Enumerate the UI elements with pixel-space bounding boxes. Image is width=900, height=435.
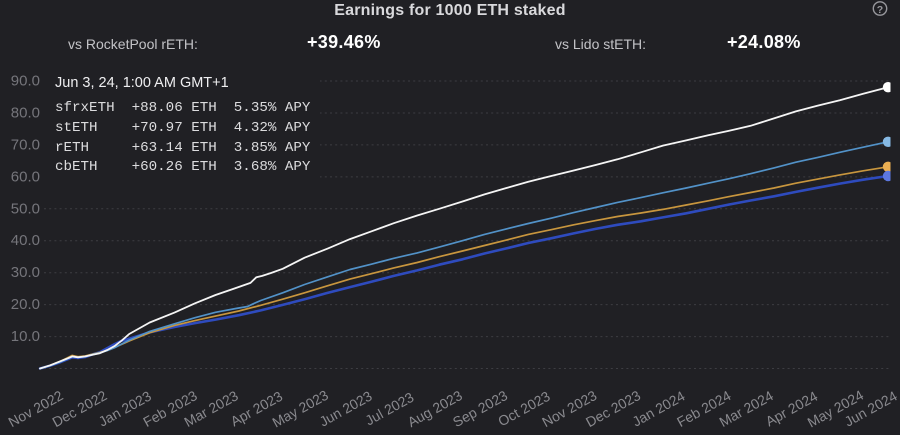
svg-text:80.0: 80.0 xyxy=(11,105,40,122)
svg-text:10.0: 10.0 xyxy=(11,328,40,345)
svg-text:70.0: 70.0 xyxy=(11,136,40,153)
svg-text:60.0: 60.0 xyxy=(11,168,40,185)
svg-text:40.0: 40.0 xyxy=(11,232,40,249)
svg-text:20.0: 20.0 xyxy=(11,296,40,313)
svg-text:30.0: 30.0 xyxy=(11,264,40,281)
svg-text:?: ? xyxy=(877,4,883,16)
svg-text:50.0: 50.0 xyxy=(11,200,40,217)
svg-text:90.0: 90.0 xyxy=(11,73,40,90)
